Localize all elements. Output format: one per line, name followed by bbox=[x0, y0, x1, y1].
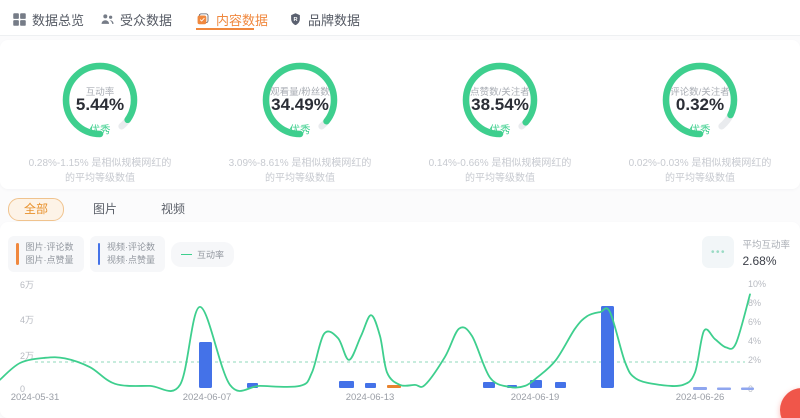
svg-text:4%: 4% bbox=[748, 336, 761, 346]
svg-text:2024-06-07: 2024-06-07 bbox=[183, 392, 232, 403]
svg-text:R: R bbox=[293, 17, 297, 23]
svg-text:10%: 10% bbox=[748, 279, 766, 289]
svg-text:2024-06-13: 2024-06-13 bbox=[346, 392, 395, 403]
svg-text:8%: 8% bbox=[748, 298, 761, 308]
svg-text:4万: 4万 bbox=[20, 315, 34, 325]
svg-text:2024-06-26: 2024-06-26 bbox=[676, 392, 725, 403]
svg-text:2024-05-31: 2024-05-31 bbox=[11, 392, 60, 403]
svg-text:6%: 6% bbox=[748, 317, 761, 327]
svg-text:2%: 2% bbox=[748, 355, 761, 365]
svg-text:2024-06-19: 2024-06-19 bbox=[511, 392, 560, 403]
svg-text:6万: 6万 bbox=[20, 280, 34, 290]
